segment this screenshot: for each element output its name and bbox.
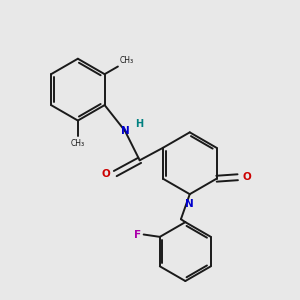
Text: H: H xyxy=(135,119,143,129)
Text: CH₃: CH₃ xyxy=(71,140,85,148)
Text: CH₃: CH₃ xyxy=(120,56,134,65)
Text: N: N xyxy=(121,126,129,136)
Text: N: N xyxy=(185,200,194,209)
Text: O: O xyxy=(101,169,110,178)
Text: F: F xyxy=(134,230,141,239)
Text: O: O xyxy=(242,172,251,182)
